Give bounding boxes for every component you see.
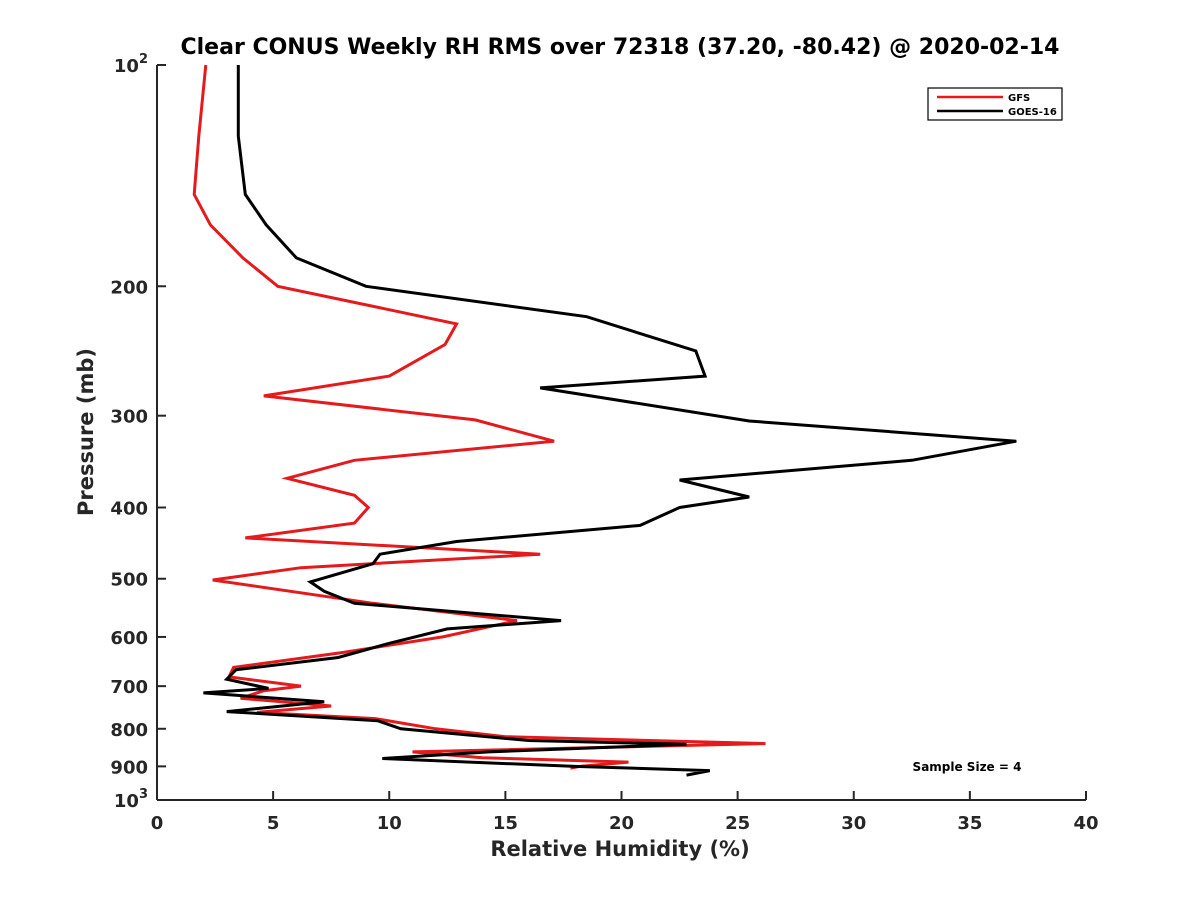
y-tick-label: 300 — [110, 407, 148, 428]
x-tick-label: 10 — [377, 813, 402, 834]
y-tick-label: 900 — [110, 757, 148, 778]
x-tick-label: 15 — [493, 813, 518, 834]
y-tick-label: 500 — [110, 570, 148, 591]
legend-label-goes16: GOES-16 — [1008, 107, 1057, 118]
plot-series — [192, 64, 1017, 777]
x-tick-label: 5 — [267, 813, 280, 834]
y-tick-label: 800 — [110, 720, 148, 741]
x-axis-label: Relative Humidity (%) — [490, 837, 749, 861]
sample-size-annotation: Sample Size = 4 — [913, 760, 1022, 774]
x-ticks: 0 5 10 15 20 25 30 35 40 — [151, 791, 1099, 834]
y-ticks: 102 200 300 400 500 600 700 800 900 103 — [110, 52, 166, 812]
x-tick-label: 40 — [1073, 813, 1098, 834]
legend: GFS GOES-16 — [927, 87, 1063, 121]
y-tick-label: 400 — [110, 499, 148, 520]
series-line-gfs — [192, 64, 766, 770]
y-tick-label: 103 — [114, 787, 148, 812]
x-tick-label: 0 — [151, 813, 164, 834]
y-axis-label: Pressure (mb) — [74, 348, 98, 516]
y-tick-label: 700 — [110, 677, 148, 698]
axes — [156, 65, 1086, 801]
series-line-goes16 — [203, 65, 1017, 777]
x-tick-label: 35 — [957, 813, 982, 834]
y-tick-label: 102 — [114, 52, 148, 77]
legend-label-gfs: GFS — [1008, 93, 1030, 104]
chart-title: Clear CONUS Weekly RH RMS over 72318 (37… — [181, 35, 1060, 60]
legend-box — [927, 87, 1063, 121]
y-tick-label: 600 — [110, 628, 148, 649]
x-tick-label: 30 — [841, 813, 866, 834]
y-tick-label: 200 — [110, 277, 148, 298]
x-tick-label: 20 — [609, 813, 634, 834]
x-tick-label: 25 — [725, 813, 750, 834]
